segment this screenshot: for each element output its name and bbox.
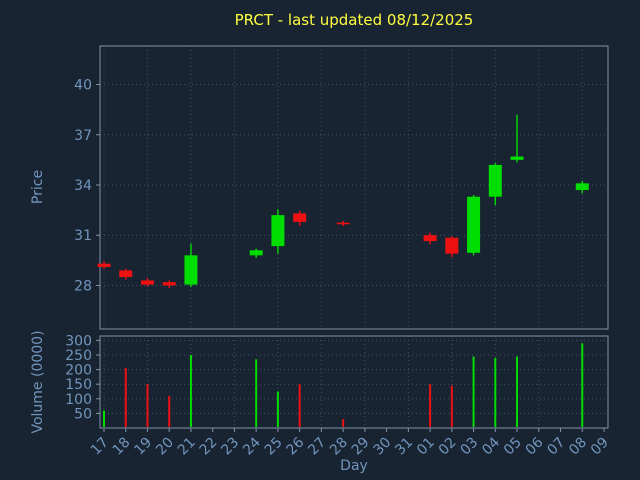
- volume-tick-label: 300: [65, 333, 92, 349]
- price-tick-label: 34: [74, 178, 92, 194]
- day-tick-label: 08: [566, 435, 590, 459]
- day-tick-label: 07: [544, 435, 568, 459]
- price-tick-label: 37: [74, 128, 92, 144]
- candle-body: [336, 222, 350, 225]
- volume-tick-label: 200: [65, 363, 92, 379]
- day-tick-label: 25: [262, 435, 286, 459]
- price-tick-label: 40: [74, 78, 92, 94]
- day-tick-label: 06: [523, 434, 547, 458]
- volume-axis-label: Volume (0000): [30, 330, 46, 434]
- candle-body: [119, 270, 133, 278]
- day-tick-label: 01: [414, 435, 438, 459]
- candle-body: [293, 213, 307, 222]
- price-tick-label: 31: [74, 228, 92, 244]
- candle-body: [423, 235, 437, 242]
- volume-tick-label: 100: [65, 392, 92, 408]
- candle-body: [97, 263, 111, 268]
- candle-body: [162, 282, 176, 286]
- day-axis-label: Day: [340, 458, 368, 474]
- day-tick-label: 17: [88, 435, 112, 459]
- day-tick-label: 31: [392, 435, 416, 459]
- panel-spine: [99, 45, 609, 330]
- chart-title: PRCT - last updated 08/12/2025: [234, 11, 474, 29]
- day-tick-label: 23: [218, 435, 242, 459]
- day-tick-label: 20: [153, 435, 177, 459]
- day-tick-label: 29: [349, 435, 373, 459]
- price-tick-label: 28: [74, 278, 92, 294]
- candle-body: [445, 237, 459, 254]
- candle-body: [271, 215, 285, 247]
- day-tick-label: 30: [371, 435, 395, 459]
- day-tick-label: 05: [501, 435, 525, 459]
- day-tick-label: 09: [588, 435, 612, 459]
- day-tick-label: 24: [240, 434, 264, 458]
- day-tick-label: 21: [175, 435, 199, 459]
- candle-body: [140, 280, 154, 285]
- day-tick-label: 02: [436, 435, 460, 459]
- day-tick-label: 18: [110, 435, 134, 459]
- candle-body: [184, 255, 198, 285]
- volume-tick-label: 250: [65, 348, 92, 364]
- day-tick-label: 28: [327, 435, 351, 459]
- volume-tick-label: 50: [74, 406, 92, 422]
- day-tick-label: 19: [131, 435, 155, 459]
- candle-body: [488, 164, 502, 197]
- day-tick-label: 26: [284, 434, 308, 458]
- day-tick-label: 04: [479, 434, 503, 458]
- candle-body: [510, 156, 524, 160]
- day-tick-label: 22: [197, 435, 221, 459]
- candle-body: [575, 183, 589, 191]
- day-tick-label: 03: [457, 435, 481, 459]
- volume-tick-label: 150: [65, 377, 92, 393]
- day-tick-label: 27: [305, 435, 329, 459]
- price-axis-label: Price: [30, 169, 46, 205]
- candle-body: [467, 196, 481, 253]
- candle-body: [249, 250, 263, 256]
- panel-spine: [99, 335, 609, 429]
